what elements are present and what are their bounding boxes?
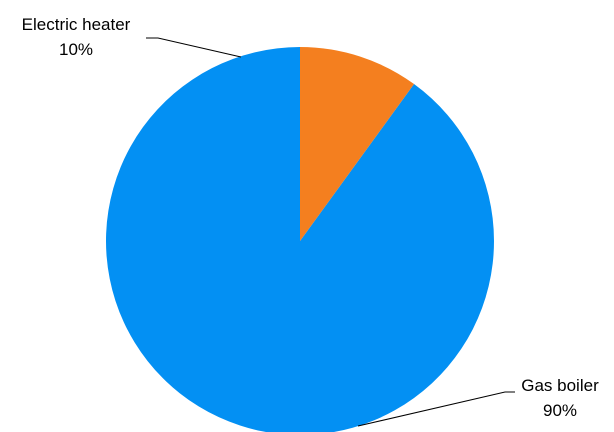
slice-label-electric-heater: Electric heater 10% [22,15,242,59]
leader-line-electric-heater [146,37,242,58]
slice-value-gas-boiler: 90% [543,401,577,420]
slice-name-gas-boiler: Gas boiler [521,376,599,395]
pie-slices [106,47,494,432]
slice-name-electric-heater: Electric heater [22,15,131,34]
slice-value-electric-heater: 10% [59,40,93,59]
pie-slice-electric-heater [300,47,415,241]
pie-slice-gas-boiler [106,47,494,432]
slice-label-gas-boiler: Gas boiler 90% [357,376,599,427]
leader-line-gas-boiler [357,391,515,427]
